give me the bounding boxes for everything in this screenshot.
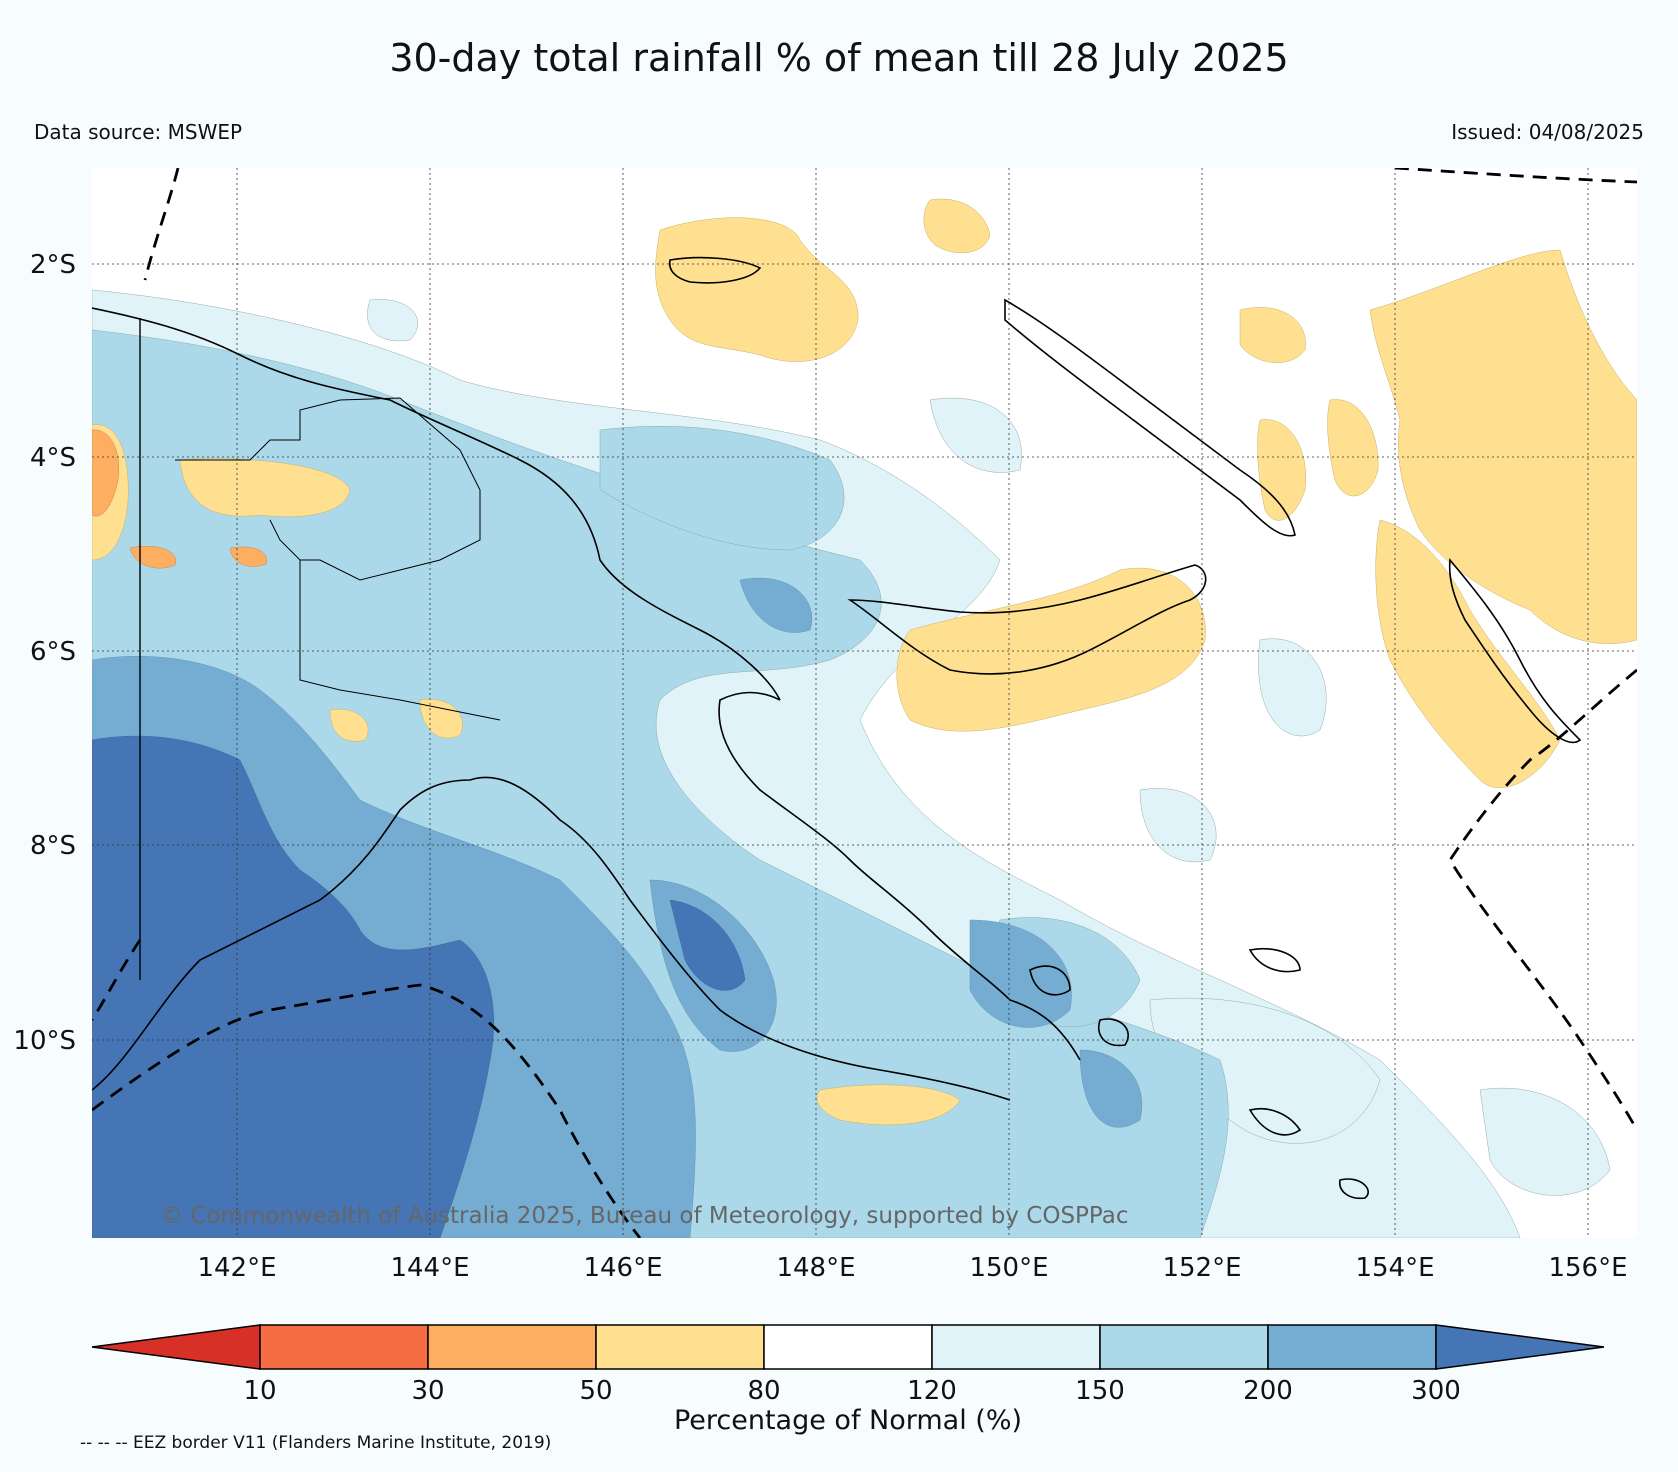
new-guinea-north-coast — [92, 307, 781, 701]
new-britain — [847, 564, 1207, 675]
copyright-notice: © Commonwealth of Australia 2025, Bureau… — [160, 1203, 1129, 1229]
new-ireland — [1004, 298, 1296, 537]
huon-peninsula — [718, 691, 1081, 1061]
colorbar-cell — [763, 1324, 933, 1370]
colorbar-tick: 80 — [747, 1376, 780, 1406]
colorbar-cell — [1267, 1324, 1437, 1370]
lat-label: 6°S — [30, 637, 76, 667]
lon-label: 156°E — [1548, 1253, 1627, 1283]
coastlines — [92, 256, 1582, 1200]
colorbar-tick: 30 — [411, 1376, 444, 1406]
manus-island — [668, 256, 762, 284]
lon-label: 150°E — [969, 1253, 1048, 1283]
colorbar-cell — [1099, 1324, 1269, 1370]
lat-label: 8°S — [30, 831, 76, 861]
colorbar-tick: 200 — [1243, 1376, 1293, 1406]
band-above-300 — [92, 735, 746, 1238]
latitude-labels: 2°S 4°S 6°S 8°S 10°S — [13, 250, 76, 1056]
lat-label: 10°S — [13, 1026, 76, 1056]
data-source-label: Data source: MSWEP — [34, 120, 243, 144]
colorbar-title: Percentage of Normal (%) — [674, 1405, 1022, 1436]
colorbar-cell — [931, 1324, 1101, 1370]
lon-label: 142°E — [197, 1253, 276, 1283]
longitude-labels: 142°E 144°E 146°E 148°E 150°E 152°E 154°… — [197, 1253, 1627, 1283]
eez-footnote: -- -- -- EEZ border V11 (Flanders Marine… — [80, 1433, 552, 1453]
issued-date-label: Issued: 04/08/2025 — [1451, 120, 1644, 144]
d-entrecasteaux-islands — [1029, 965, 1129, 1047]
colorbar-tick: 120 — [907, 1376, 957, 1406]
band-30-50 — [92, 429, 267, 569]
colorbar-tick: 50 — [579, 1376, 612, 1406]
colorbar-tick: 300 — [1411, 1376, 1461, 1406]
colorbar: 10 30 50 80 120 150 200 300 Percentage o… — [91, 1324, 1605, 1436]
map-panel — [92, 168, 1637, 1238]
colorbar-tick: 150 — [1075, 1376, 1125, 1406]
lon-label: 154°E — [1355, 1253, 1434, 1283]
lon-label: 152°E — [1162, 1253, 1241, 1283]
eez-borders — [92, 168, 1637, 1238]
lat-label: 4°S — [30, 443, 76, 473]
province-borders — [175, 397, 501, 721]
lat-label: 2°S — [30, 250, 76, 280]
colorbar-tick: 10 — [243, 1376, 276, 1406]
colorbar-extend-high — [1435, 1324, 1605, 1370]
band-50-80 — [92, 198, 1637, 1126]
lon-label: 144°E — [390, 1253, 469, 1283]
louisiade-islands — [1248, 947, 1369, 1200]
colorbar-extend-low — [91, 1324, 261, 1370]
new-guinea-south-coast — [92, 776, 1011, 1101]
lon-label: 148°E — [776, 1253, 855, 1283]
gridlines — [92, 168, 1637, 1238]
bougainville — [1448, 558, 1582, 744]
colorbar-cell — [427, 1324, 597, 1370]
lon-label: 146°E — [583, 1253, 662, 1283]
colorbar-cell — [595, 1324, 765, 1370]
map-title: 30-day total rainfall % of mean till 28 … — [389, 36, 1289, 80]
colorbar-cell — [259, 1324, 429, 1370]
